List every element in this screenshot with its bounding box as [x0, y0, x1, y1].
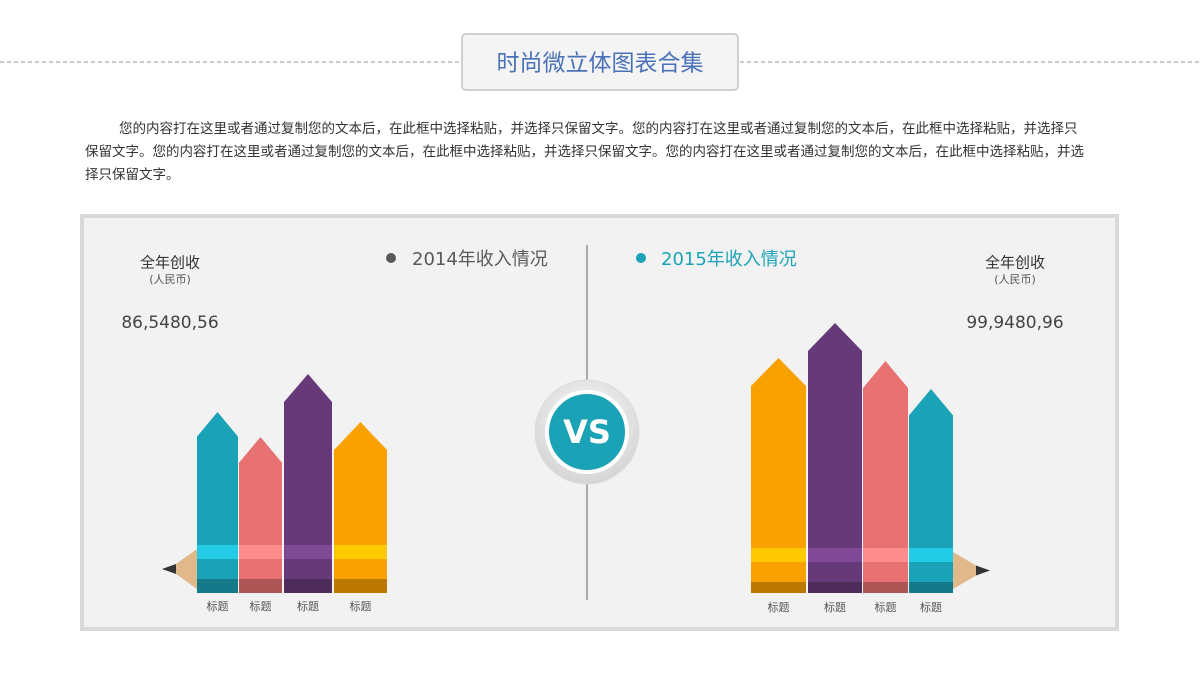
pencil-lead: [976, 565, 990, 576]
pencil-tip: [176, 549, 197, 589]
pencil-band: [751, 562, 806, 582]
pencil-lead: [162, 564, 176, 574]
category-label: 标题: [350, 599, 372, 613]
pencil-band: [808, 582, 862, 593]
category-label: 标题: [768, 600, 790, 614]
pencil-band: [334, 559, 387, 579]
pencil-band: [751, 548, 806, 562]
body-text: 您的内容打在这里或者通过复制您的文本后，在此框中选择粘贴，并选择只保留文字。您的…: [85, 121, 1084, 183]
pencil-band: [197, 545, 238, 559]
unit-label: (人民币): [149, 273, 191, 286]
pencil-band: [334, 545, 387, 559]
legend-title: 2014年收入情况: [412, 249, 548, 270]
category-label: 标题: [824, 600, 846, 614]
total-label: 全年创收: [985, 254, 1045, 272]
title-box: [461, 33, 739, 91]
pencil-band: [751, 582, 806, 593]
pencil-band: [863, 562, 908, 582]
title: 时尚微立体图表合集: [497, 50, 704, 75]
vs-circle: [545, 390, 629, 474]
pencil-band: [284, 559, 332, 579]
bar: [284, 374, 332, 545]
bar: [863, 361, 908, 548]
bar: [808, 323, 862, 548]
unit-label: (人民币): [994, 273, 1036, 286]
pencil-band: [909, 548, 953, 562]
category-label: 标题: [250, 599, 272, 613]
bar: [751, 358, 806, 548]
total-label: 全年创收: [140, 254, 200, 272]
pencil-band: [284, 545, 332, 559]
category-label: 标题: [920, 600, 942, 614]
legend-dot: [636, 253, 646, 263]
pencil-band: [808, 562, 862, 582]
vs-label: VS: [563, 413, 611, 451]
bar: [909, 389, 953, 548]
pencil-band: [909, 562, 953, 582]
pencil-band: [284, 579, 332, 593]
legend-dot: [386, 253, 396, 263]
category-label: 标题: [297, 599, 319, 613]
pencil-tip: [953, 552, 976, 589]
pencil-band: [197, 559, 238, 579]
pencil-band: [808, 548, 862, 562]
pencil-band: [863, 548, 908, 562]
pencil-band: [239, 545, 282, 559]
pencil-band: [197, 579, 238, 593]
category-label: 标题: [207, 599, 229, 613]
pencil-band: [239, 579, 282, 593]
category-label: 标题: [875, 600, 897, 614]
bar: [197, 412, 238, 545]
pencil-band: [909, 582, 953, 593]
bar: [239, 437, 282, 545]
total-value: 99,9480,96: [966, 313, 1063, 333]
pencil-band: [239, 559, 282, 579]
pencil-band: [863, 582, 908, 593]
total-value: 86,5480,56: [121, 313, 218, 333]
pencil-band: [334, 579, 387, 593]
bar: [334, 422, 387, 545]
legend-title: 2015年收入情况: [661, 249, 797, 270]
